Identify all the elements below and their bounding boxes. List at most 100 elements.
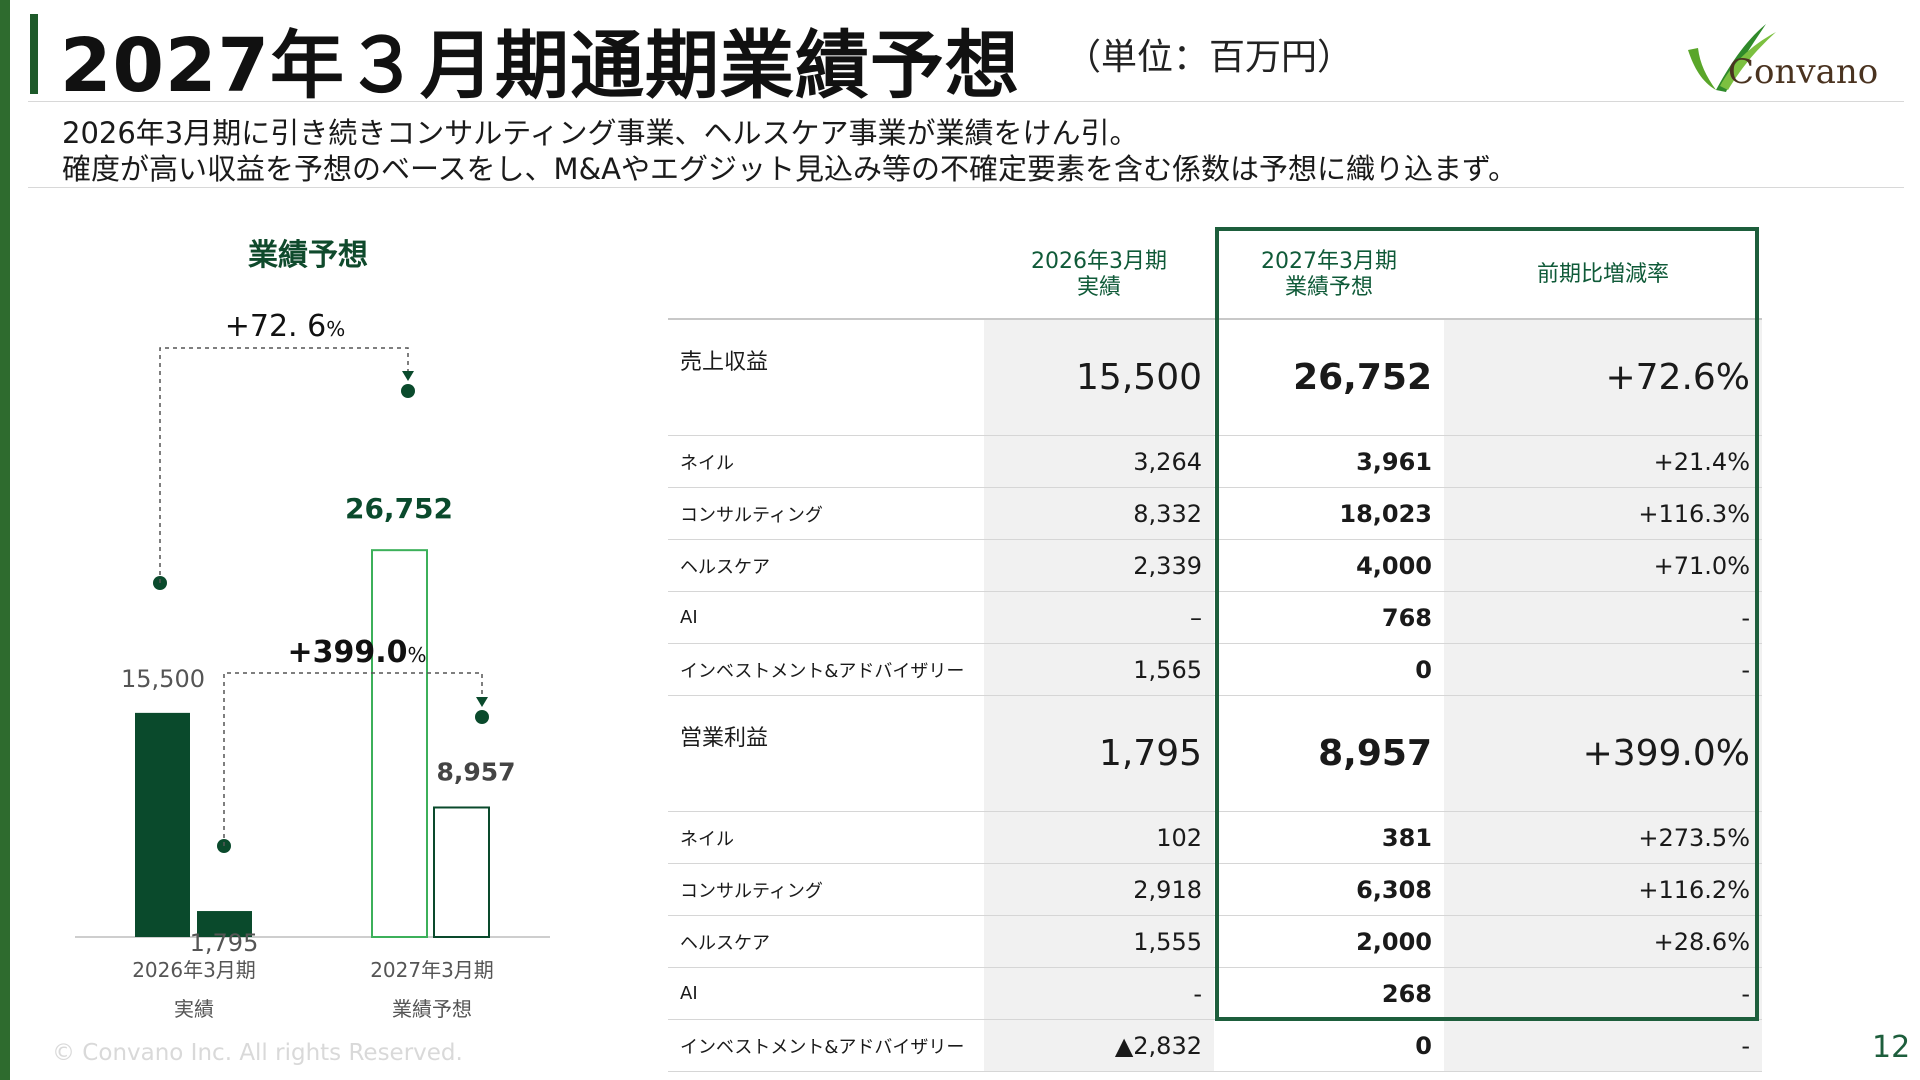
category-label-2026: 2026年3月期 bbox=[132, 958, 256, 982]
copyright: © Convano Inc. All rights Reserved. bbox=[52, 1040, 463, 1066]
change-rate: - bbox=[1444, 967, 1762, 1020]
unit-label: （単位：百万円） bbox=[1065, 37, 1354, 78]
value-2027: 6,308 bbox=[1214, 863, 1444, 916]
change-rate: - bbox=[1444, 591, 1762, 644]
category-sublabel-2027: 業績予想 bbox=[392, 997, 472, 1021]
row-label: インベストメント&アドバイザリー bbox=[668, 643, 984, 696]
row-label: ネイル bbox=[668, 811, 984, 864]
financial-table: 2026年3月期 実績 2027年3月期 業績予想 前期比増減率 売上収益 15,50… bbox=[668, 232, 1762, 1072]
table-row: インベストメント&アドバイザリー 1,565 0- bbox=[668, 643, 1762, 696]
page-number: 12 bbox=[1872, 1030, 1911, 1065]
table-header-blank bbox=[668, 232, 984, 320]
change-rate: +28.6% bbox=[1444, 915, 1762, 968]
table-row: インベストメント&アドバイザリー ▲2,832 0- bbox=[668, 1019, 1762, 1072]
growth-revenue-label: +72. 6% bbox=[225, 309, 346, 344]
table-row: ヘルスケア 2,339 4,000 +71.0% bbox=[668, 539, 1762, 592]
value-2026: 15,500 bbox=[984, 319, 1214, 436]
table-row: ネイル 102 381 +273.5% bbox=[668, 811, 1762, 864]
change-rate: +72.6% bbox=[1444, 319, 1762, 436]
page-title: 2027年３月期通期業績予想 bbox=[60, 23, 1020, 109]
growth-op-profit-label: +399.0% bbox=[287, 635, 426, 670]
value-2027: 4,000 bbox=[1214, 539, 1444, 592]
table-header-text: 業績予想 bbox=[1284, 275, 1373, 300]
value-2027: 3,961 bbox=[1214, 435, 1444, 488]
table-header-2027: 2027年3月期 業績予想 bbox=[1214, 232, 1444, 320]
value-2026: 2,918 bbox=[984, 863, 1214, 916]
row-label: AI bbox=[668, 591, 984, 644]
value-2027: 26,752 bbox=[1214, 319, 1444, 436]
table-header-change: 前期比増減率 bbox=[1444, 232, 1762, 320]
change-rate: - bbox=[1444, 643, 1762, 696]
table-header-2026: 2026年3月期 実績 bbox=[984, 232, 1214, 320]
value-2026: 8,332 bbox=[984, 487, 1214, 540]
table-header-text: 2027年3月期 bbox=[1261, 248, 1397, 274]
description-line-2: 確度が高い収益を予想のベースをし、M&Aやエグジット見込み等の不確定要素を含む係… bbox=[62, 152, 1518, 186]
table-row: コンサルティング 8,332 18,023 +116.3% bbox=[668, 487, 1762, 540]
bar-revenue-2026 bbox=[135, 712, 190, 937]
value-2027: 0 bbox=[1214, 1019, 1444, 1072]
change-rate: +273.5% bbox=[1444, 811, 1762, 864]
header-divider bbox=[28, 101, 1904, 102]
logo-text: Convano bbox=[1728, 52, 1879, 92]
value-2027: 268 bbox=[1214, 967, 1444, 1020]
value-2027: 0 bbox=[1214, 643, 1444, 696]
dot-op-profit-2027 bbox=[475, 710, 489, 724]
arrow-op-profit-icon bbox=[476, 697, 488, 707]
table-row: AI –768- bbox=[668, 591, 1762, 644]
table-row-main: 営業利益 1,795 8,957 +399.0% bbox=[668, 695, 1762, 812]
row-label: 営業利益 bbox=[668, 695, 984, 812]
value-2026: 1,565 bbox=[984, 643, 1214, 696]
row-label: コンサルティング bbox=[668, 863, 984, 916]
chart-title: 業績予想 bbox=[248, 238, 368, 273]
change-rate: +116.2% bbox=[1444, 863, 1762, 916]
change-rate: +21.4% bbox=[1444, 435, 1762, 488]
title-accent-bar bbox=[30, 14, 38, 94]
value-2027: 8,957 bbox=[1214, 695, 1444, 812]
label-revenue-2026: 15,500 bbox=[121, 665, 205, 693]
category-label-2027: 2027年3月期 bbox=[370, 958, 494, 982]
bar-op-profit-2026 bbox=[197, 911, 252, 937]
value-2027: 768 bbox=[1214, 591, 1444, 644]
label-revenue-2027: 26,752 bbox=[345, 492, 453, 525]
convano-logo-icon bbox=[1688, 24, 1776, 92]
row-label: 売上収益 bbox=[668, 319, 984, 436]
arrow-revenue-icon bbox=[402, 371, 414, 381]
value-2027: 18,023 bbox=[1214, 487, 1444, 540]
connector-revenue bbox=[159, 347, 409, 583]
row-label: コンサルティング bbox=[668, 487, 984, 540]
table-header-text: 前期比増減率 bbox=[1536, 261, 1669, 287]
change-rate: +71.0% bbox=[1444, 539, 1762, 592]
description-line-1: 2026年3月期に引き続きコンサルティング事業、ヘルスケア事業が業績をけん引。 bbox=[62, 116, 1139, 150]
value-2026: – bbox=[984, 591, 1214, 644]
description-divider bbox=[28, 187, 1904, 188]
table-row: コンサルティング 2,918 6,308 +116.2% bbox=[668, 863, 1762, 916]
performance-chart: 15,500 1,795 26,752 8,957 +72. 6% +399.0% 2026… bbox=[75, 309, 550, 1021]
category-sublabel-2026: 実績 bbox=[174, 997, 214, 1021]
dot-revenue-2027 bbox=[401, 384, 415, 398]
change-rate: +116.3% bbox=[1444, 487, 1762, 540]
value-2026: - bbox=[984, 967, 1214, 1020]
row-label: インベストメント&アドバイザリー bbox=[668, 1019, 984, 1072]
value-2026: 102 bbox=[984, 811, 1214, 864]
value-2026: 1,795 bbox=[984, 695, 1214, 812]
table-row: ヘルスケア 1,555 2,000 +28.6% bbox=[668, 915, 1762, 968]
table-header-row: 2026年3月期 実績 2027年3月期 業績予想 前期比増減率 bbox=[668, 232, 1762, 320]
change-rate: +399.0% bbox=[1444, 695, 1762, 812]
value-2026: ▲2,832 bbox=[984, 1019, 1214, 1072]
value-2027: 381 bbox=[1214, 811, 1444, 864]
label-op-profit-2026: 1,795 bbox=[190, 929, 259, 957]
value-2026: 3,264 bbox=[984, 435, 1214, 488]
change-rate: - bbox=[1444, 1019, 1762, 1072]
left-accent-stripe bbox=[0, 0, 10, 1080]
row-label: AI bbox=[668, 967, 984, 1020]
table-row: ネイル 3,264 3,961 +21.4% bbox=[668, 435, 1762, 488]
table-header-text: 2026年3月期 bbox=[1031, 248, 1167, 274]
row-label: ネイル bbox=[668, 435, 984, 488]
value-2026: 2,339 bbox=[984, 539, 1214, 592]
row-label: ヘルスケア bbox=[668, 915, 984, 968]
bar-revenue-2027 bbox=[371, 549, 428, 938]
label-op-profit-2027: 8,957 bbox=[436, 757, 515, 786]
value-2026: 1,555 bbox=[984, 915, 1214, 968]
bar-op-profit-2027 bbox=[433, 806, 490, 938]
table-row-main: 売上収益 15,500 26,752 +72.6% bbox=[668, 319, 1762, 436]
